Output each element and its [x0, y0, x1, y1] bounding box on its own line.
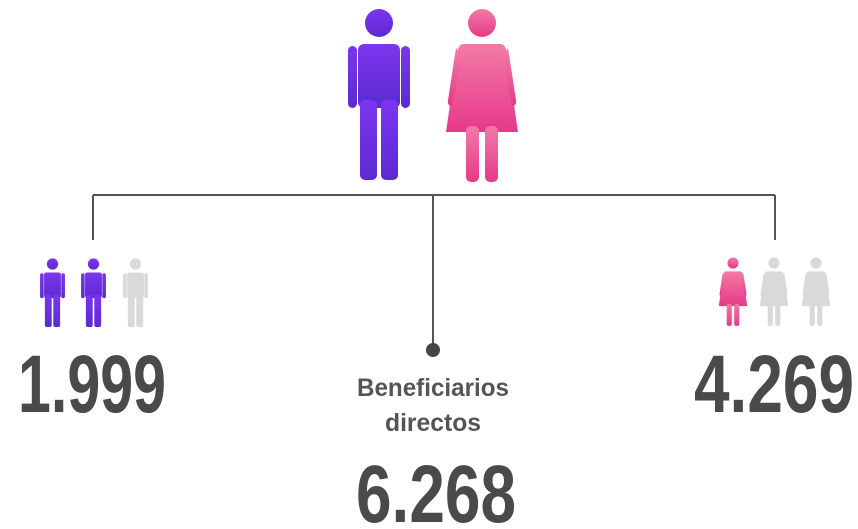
woman-icon — [446, 9, 518, 182]
woman-icon — [759, 257, 789, 326]
man-icon — [81, 258, 106, 327]
tree-lines — [92, 194, 776, 348]
total-label: directos — [385, 409, 481, 437]
woman-icon — [718, 257, 748, 326]
man-icon — [40, 258, 65, 327]
men-count: 1.999 — [18, 339, 166, 430]
woman-icon — [801, 257, 831, 326]
man-icon — [348, 9, 410, 180]
connector-dot — [426, 343, 440, 357]
total-count: 6.268 — [356, 449, 516, 529]
total-label: Beneficiarios — [357, 374, 509, 402]
women-count: 4.269 — [694, 339, 854, 430]
man-icon — [123, 258, 148, 327]
